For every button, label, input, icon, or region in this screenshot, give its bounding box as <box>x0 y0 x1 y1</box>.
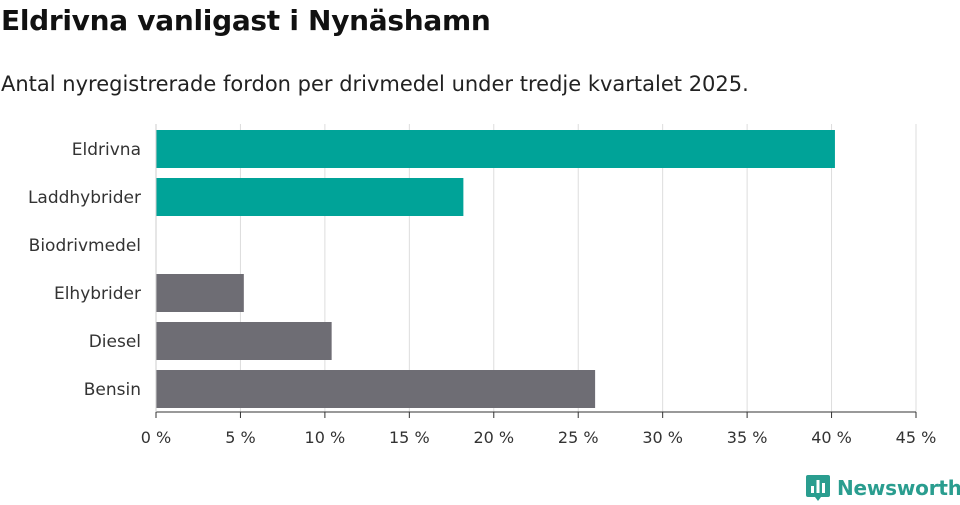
category-label: Elhybrider <box>54 284 141 304</box>
bar-laddhybrider <box>156 178 464 216</box>
x-tick-label: 45 % <box>896 428 937 447</box>
brand-name: Newsworthy <box>837 476 960 500</box>
grid-lines <box>239 124 917 412</box>
x-tick-label: 30 % <box>642 428 683 447</box>
category-label: Bensin <box>84 380 141 400</box>
category-label: Diesel <box>89 332 141 352</box>
category-label: Laddhybrider <box>28 188 141 208</box>
x-tick-label: 35 % <box>727 428 768 447</box>
chart-subtitle: Antal nyregistrerade fordon per drivmede… <box>1 72 749 96</box>
newsworthy-logo: Newsworthy <box>805 474 960 502</box>
category-label: Eldrivna <box>72 140 141 160</box>
x-tick-label: 40 % <box>811 428 852 447</box>
x-tick-label: 20 % <box>473 428 514 447</box>
bars <box>156 130 835 408</box>
x-tick-label: 15 % <box>389 428 430 447</box>
chart-title: Eldrivna vanligast i Nynäshamn <box>1 4 491 37</box>
x-tick-label: 0 % <box>141 428 171 447</box>
bar-eldrivna <box>156 130 835 168</box>
x-tick-label: 5 % <box>225 428 255 447</box>
category-label: Biodrivmedel <box>29 236 141 256</box>
category-labels: Eldrivna Laddhybrider Biodrivmedel Elhybrid… <box>28 140 141 400</box>
x-tick-label: 25 % <box>558 428 599 447</box>
bar-diesel <box>156 322 332 360</box>
x-axis: 0 % 5 % 10 % 15 % 20 % 25 % 30 % 35 % 40 % 45 % <box>141 124 937 447</box>
bar-chart-logo-icon <box>806 475 830 501</box>
x-tick-label: 10 % <box>305 428 346 447</box>
bar-elhybrider <box>156 274 244 312</box>
bar-bensin <box>156 370 596 408</box>
